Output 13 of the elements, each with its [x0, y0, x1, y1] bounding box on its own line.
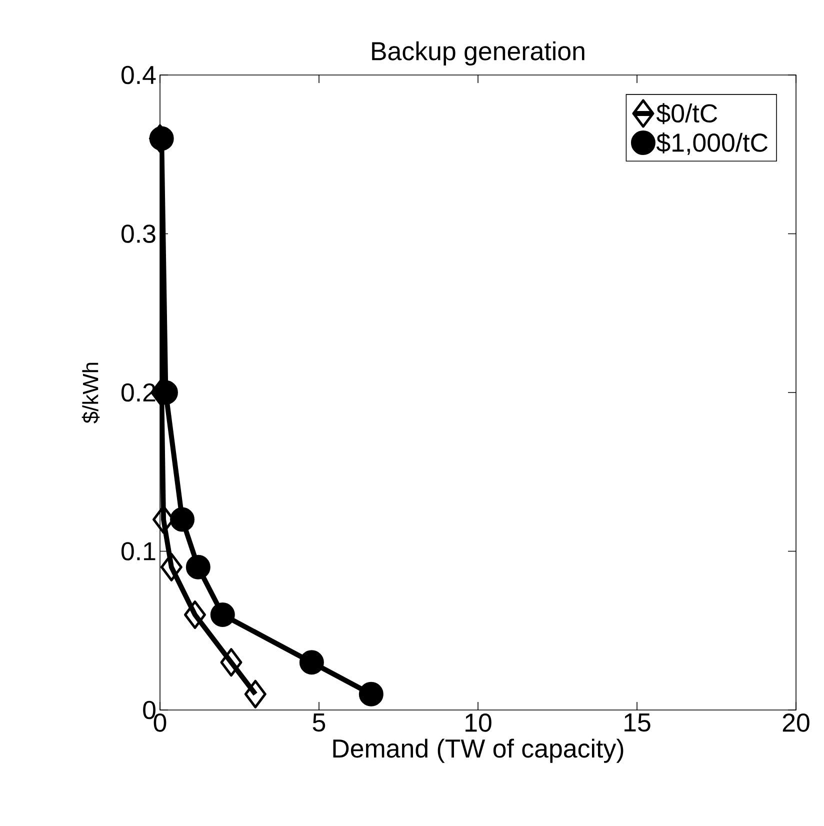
y-tick-label: 0.1: [121, 542, 156, 560]
x-tick-label: 5: [312, 714, 326, 732]
x-axis-title: Demand (TW of capacity): [333, 738, 624, 763]
legend-label: $1,000/tC: [656, 132, 768, 155]
x-tick-label: 15: [624, 714, 650, 732]
y-tick-label: 0.4: [121, 66, 156, 84]
x-tick-label: 10: [466, 714, 492, 732]
legend-label: $0/tC: [656, 103, 718, 124]
y-tick-label: 0.3: [121, 224, 156, 243]
chart-title: Backup generation: [372, 41, 584, 66]
y-axis-title: $/kWh: [82, 362, 100, 424]
y-tick-label: 0: [143, 700, 156, 720]
x-tick-label: 20: [782, 714, 810, 732]
